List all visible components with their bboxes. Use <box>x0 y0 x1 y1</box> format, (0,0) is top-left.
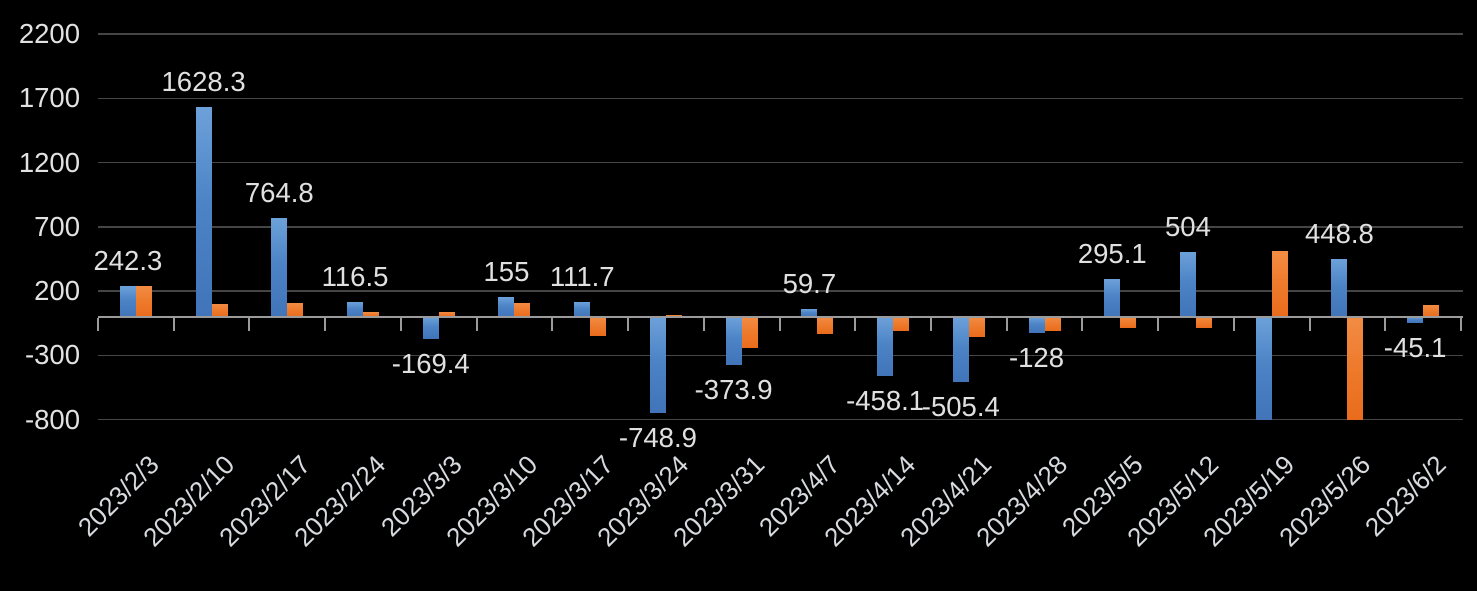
y-gridline <box>98 161 1463 164</box>
bar-blue <box>195 107 212 317</box>
bar-orange <box>968 316 985 338</box>
bar-value-label: 111.7 <box>549 261 615 293</box>
bar-value-label: 116.5 <box>321 260 389 292</box>
bar-orange <box>438 312 455 317</box>
bar-orange <box>817 316 834 334</box>
bar-value-label: 59.7 <box>782 268 837 300</box>
bar-orange <box>1195 316 1212 329</box>
x-axis-tick <box>1081 317 1084 331</box>
y-axis-tick-label: -800 <box>24 403 80 435</box>
bar-orange <box>1423 305 1440 317</box>
y-axis-tick-label: 2200 <box>18 17 80 49</box>
bar-value-label: -45.1 <box>1383 331 1447 363</box>
x-axis-tick <box>172 317 175 331</box>
bar-blue <box>1028 316 1045 334</box>
x-axis-tick <box>1308 317 1311 331</box>
bar-orange <box>135 285 152 317</box>
x-axis-tick <box>1157 317 1160 331</box>
bar-blue <box>801 309 818 317</box>
y-gridline <box>98 226 1463 228</box>
x-axis-tick <box>324 317 327 331</box>
y-gridline <box>98 97 1463 99</box>
bar-blue <box>347 301 364 317</box>
bar-value-label: 295.1 <box>1077 237 1147 269</box>
bar-blue <box>498 296 515 317</box>
x-axis-tick <box>1005 317 1008 331</box>
y-gridline <box>98 33 1463 35</box>
bar-orange <box>741 316 758 348</box>
bar-blue <box>877 316 894 376</box>
bar-value-label: -748.9 <box>618 422 697 454</box>
bar-orange <box>287 302 304 317</box>
y-gridline <box>98 418 1463 421</box>
bar-value-label: 242.3 <box>93 244 163 276</box>
bar-value-label: 448.8 <box>1304 218 1374 250</box>
x-axis-tick <box>854 317 857 331</box>
bar-blue <box>1104 278 1121 317</box>
bar-blue <box>1255 316 1272 420</box>
bar-orange <box>590 316 607 337</box>
bar-value-label: -169.4 <box>391 347 470 379</box>
x-axis-line <box>98 315 1463 319</box>
x-axis-tick <box>97 317 99 331</box>
y-axis-tick-label: -300 <box>24 339 80 371</box>
bar-orange <box>1120 316 1137 329</box>
bar-value-label: 1628.3 <box>161 66 246 98</box>
y-axis-tick-label: 700 <box>34 210 80 242</box>
bar-value-label: 155 <box>483 255 530 287</box>
x-axis-tick <box>702 317 705 331</box>
y-gridline <box>98 354 1463 357</box>
bar-blue <box>725 316 742 365</box>
x-axis-tick <box>551 317 554 331</box>
x-axis-tick <box>627 317 630 331</box>
y-gridline <box>98 290 1463 292</box>
x-axis-tick <box>1384 317 1387 331</box>
x-axis-tick <box>929 317 932 331</box>
y-axis-tick-label: 1700 <box>18 82 80 114</box>
bar-value-label: -458.1 <box>846 384 925 416</box>
x-axis-tick <box>475 317 478 331</box>
bar-blue <box>1331 259 1348 317</box>
bar-blue <box>271 218 288 317</box>
bar-value-label: -505.4 <box>921 390 1000 422</box>
bar-value-label: 764.8 <box>244 177 314 209</box>
bar-value-label: -373.9 <box>694 373 773 405</box>
x-axis-tick <box>1460 317 1462 331</box>
x-axis-tick <box>778 317 781 331</box>
x-category-label: 2023/6/2 <box>1358 449 1452 543</box>
bar-blue <box>1179 252 1196 317</box>
bar-blue <box>1407 316 1424 323</box>
x-axis-tick <box>1232 317 1235 331</box>
bar-value-label: 504 <box>1165 211 1211 242</box>
bar-orange <box>363 312 380 317</box>
bar-orange <box>1044 316 1061 331</box>
x-axis-tick <box>248 317 251 331</box>
bar-blue <box>952 316 969 382</box>
bar-blue <box>649 316 666 414</box>
bar-blue <box>119 285 136 317</box>
bar-value-label: -128 <box>1008 342 1065 374</box>
y-axis-tick-label: 1200 <box>18 146 80 178</box>
bar-blue <box>422 316 439 339</box>
bar-orange <box>893 316 910 331</box>
bar-orange <box>514 302 531 317</box>
x-axis-tick <box>399 317 402 331</box>
bar-blue <box>574 302 591 317</box>
bar-orange <box>1271 251 1288 317</box>
y-axis-tick-label: 200 <box>34 275 80 307</box>
bar-orange <box>1347 316 1364 420</box>
bar-orange <box>211 303 228 317</box>
